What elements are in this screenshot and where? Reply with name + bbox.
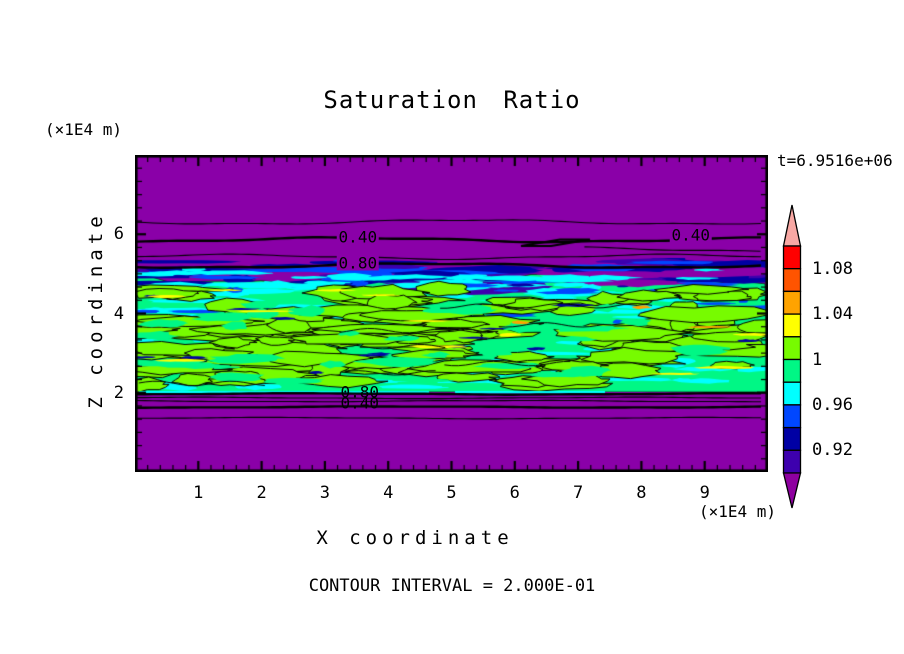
x-tick-label: 8 bbox=[636, 483, 647, 503]
x-tick-label: 7 bbox=[572, 483, 584, 503]
contour-value-label: 0.80 bbox=[340, 382, 379, 402]
contour-value-label: 0.40 bbox=[340, 393, 379, 413]
y-tick-label: 6 bbox=[113, 224, 124, 245]
colorbar-band bbox=[782, 268, 802, 293]
colorbar-band bbox=[782, 358, 802, 383]
colorbar: 1.08 1.04 1 0.96 0.92 bbox=[770, 195, 904, 525]
colorbar-label: 1.08 bbox=[812, 258, 853, 279]
x-tick-label: 9 bbox=[699, 483, 710, 503]
contour-plot-canvas bbox=[135, 155, 768, 472]
colorbar-label: 1 bbox=[812, 349, 823, 370]
colorbar-band bbox=[782, 245, 802, 270]
contour-value-label: 0.40 bbox=[336, 227, 380, 247]
time-annotation: t=6.9516e+06 bbox=[777, 151, 893, 170]
colorbar-band bbox=[782, 290, 802, 315]
x-axis-title: X coordinate bbox=[316, 527, 514, 549]
colorbar-scale-graphic bbox=[782, 204, 802, 509]
x-tick-label: 4 bbox=[383, 483, 394, 503]
y-axis-units-label: (×1E4 m) bbox=[45, 120, 123, 139]
x-tick-label: 1 bbox=[193, 483, 204, 503]
colorbar-band bbox=[782, 381, 802, 406]
y-tick-label: 2 bbox=[113, 382, 124, 403]
colorbar-arrow bbox=[782, 204, 802, 247]
contour-interval-note: CONTOUR INTERVAL = 2.000E-01 bbox=[308, 576, 596, 596]
contour-value-label: 0.80 bbox=[336, 253, 380, 273]
colorbar-band bbox=[782, 404, 802, 429]
x-tick-label: 5 bbox=[446, 483, 457, 503]
x-tick-label: 6 bbox=[509, 483, 520, 503]
colorbar-label: 0.92 bbox=[812, 440, 853, 461]
x-tick-label: 3 bbox=[319, 483, 331, 503]
plot-title: Saturation Ratio bbox=[323, 86, 581, 114]
x-tick-label: 2 bbox=[256, 483, 267, 503]
colorbar-arrow bbox=[782, 472, 802, 509]
colorbar-band bbox=[782, 426, 802, 451]
y-tick-label: 4 bbox=[113, 303, 124, 324]
contour-value-label: 0.40 bbox=[669, 225, 713, 245]
x-axis-units-label: (×1E4 m) bbox=[698, 502, 776, 521]
colorbar-band bbox=[782, 313, 802, 338]
colorbar-band bbox=[782, 449, 802, 474]
colorbar-label: 1.04 bbox=[812, 304, 853, 325]
colorbar-label: 0.96 bbox=[812, 394, 853, 415]
colorbar-band bbox=[782, 336, 802, 361]
